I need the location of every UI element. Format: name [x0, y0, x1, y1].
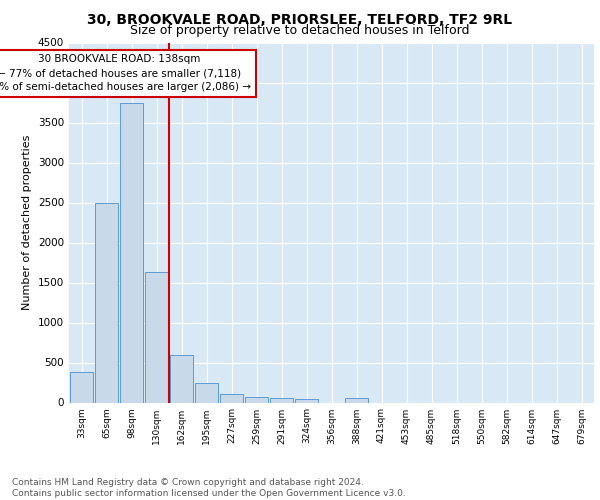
Text: Contains HM Land Registry data © Crown copyright and database right 2024.
Contai: Contains HM Land Registry data © Crown c…	[12, 478, 406, 498]
Bar	[120, 102, 143, 403]
Bar	[220, 394, 243, 402]
Bar	[95, 202, 118, 402]
Bar	[295, 398, 318, 402]
Text: Size of property relative to detached houses in Telford: Size of property relative to detached ho…	[130, 24, 470, 37]
Bar	[270, 398, 293, 402]
Bar	[195, 384, 218, 402]
Bar	[145, 272, 168, 402]
Bar	[245, 398, 268, 402]
Y-axis label: Number of detached properties: Number of detached properties	[22, 135, 32, 310]
Text: 30, BROOKVALE ROAD, PRIORSLEE, TELFORD, TF2 9RL: 30, BROOKVALE ROAD, PRIORSLEE, TELFORD, …	[88, 12, 512, 26]
Text: 30 BROOKVALE ROAD: 138sqm
← 77% of detached houses are smaller (7,118)
23% of se: 30 BROOKVALE ROAD: 138sqm ← 77% of detac…	[0, 54, 251, 92]
Bar	[70, 372, 93, 402]
Bar	[170, 356, 193, 403]
Bar	[345, 398, 368, 402]
